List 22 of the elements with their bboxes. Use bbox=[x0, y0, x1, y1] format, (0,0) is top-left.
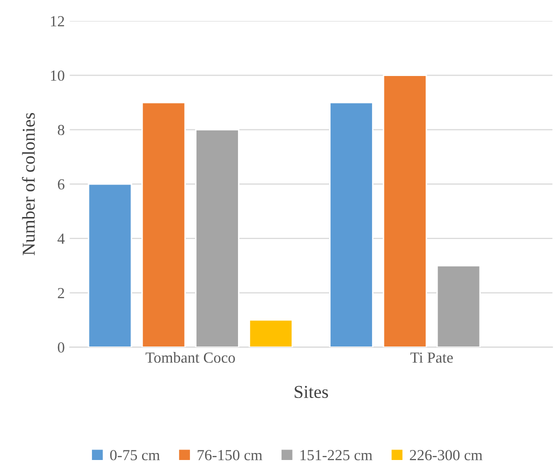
y-tick-label: 4 bbox=[58, 234, 65, 244]
x-tick-label: Tombant Coco bbox=[146, 352, 235, 363]
x-axis-title: Sites bbox=[294, 386, 328, 398]
legend-label: 151-225 cm bbox=[300, 450, 372, 460]
bar bbox=[88, 183, 132, 348]
bar bbox=[382, 74, 428, 348]
legend-label: 0-75 cm bbox=[110, 450, 160, 460]
bar bbox=[141, 102, 186, 348]
y-tick-label: 8 bbox=[58, 124, 64, 136]
bar bbox=[329, 102, 374, 348]
y-tick-label: 0 bbox=[58, 342, 64, 353]
bar bbox=[195, 129, 240, 348]
legend-label: 226-300 cm bbox=[410, 450, 482, 460]
y-axis-title: Number of colonies bbox=[22, 113, 35, 256]
bar bbox=[436, 264, 481, 348]
y-tick-label: 10 bbox=[50, 70, 64, 81]
y-tick-label: 6 bbox=[58, 179, 64, 190]
bar bbox=[248, 319, 294, 348]
x-tick-label: Ti Pate bbox=[410, 352, 453, 363]
legend-label: 76-150 cm bbox=[198, 450, 262, 460]
y-tick-label: 2 bbox=[58, 288, 64, 298]
y-tick-label: 12 bbox=[50, 16, 64, 26]
